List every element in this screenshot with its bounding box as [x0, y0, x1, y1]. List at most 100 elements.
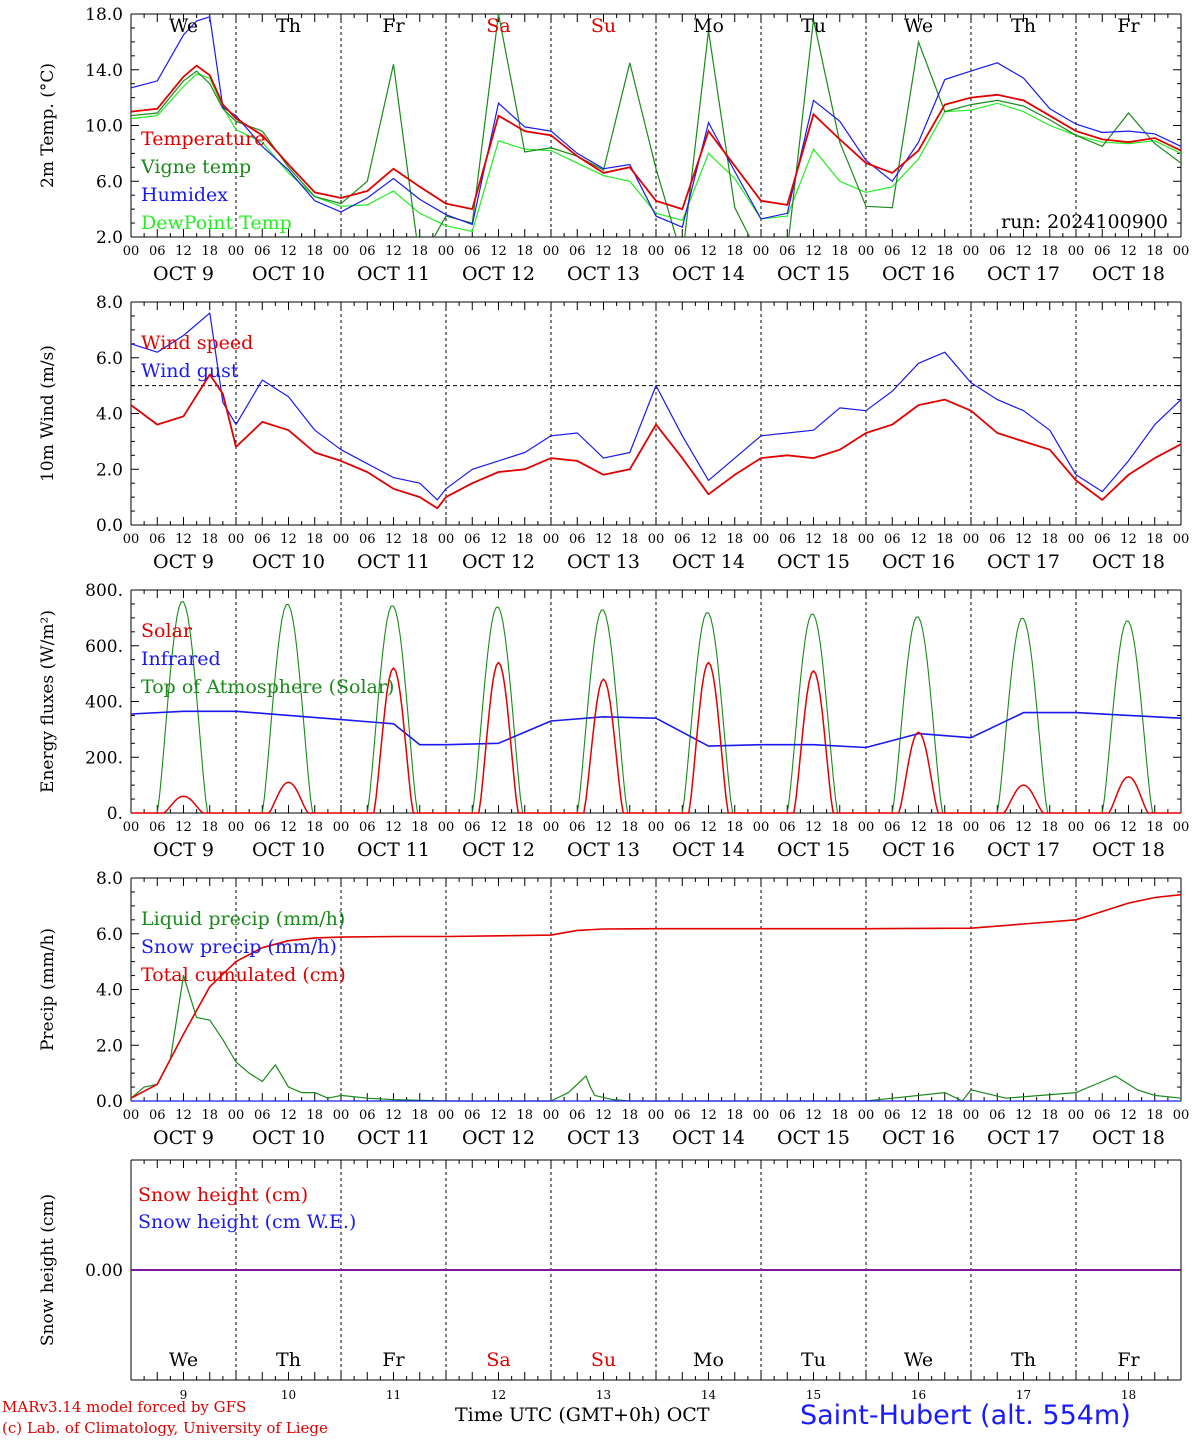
hour-label: 00	[1173, 820, 1190, 835]
station-name: Saint-Hubert (alt. 554m)	[800, 1400, 1131, 1431]
hour-label: 18	[1041, 820, 1058, 835]
date-label: OCT 16	[882, 1127, 955, 1149]
hour-label: 12	[280, 820, 297, 835]
date-label: OCT 12	[462, 1127, 535, 1149]
legend-entry: Snow height (cm)	[138, 1184, 308, 1206]
weekday-label: We	[904, 15, 933, 37]
date-label: OCT 14	[672, 263, 745, 285]
date-label: OCT 12	[462, 839, 535, 861]
day-number-label: 10	[281, 1388, 296, 1402]
weekday-label: Sa	[486, 1349, 510, 1371]
hour-label: 00	[123, 244, 140, 259]
y-tick-label: 200.	[85, 748, 123, 768]
series-line	[130, 710, 1182, 749]
day-number-label: 17	[1016, 1388, 1031, 1402]
y-tick-label: 4.0	[96, 405, 123, 425]
date-label: OCT 10	[252, 263, 325, 285]
date-label: OCT 18	[1092, 263, 1165, 285]
hour-label: 06	[1094, 1108, 1111, 1123]
hour-label: 18	[411, 1108, 428, 1123]
day-number-label: 15	[806, 1388, 821, 1402]
weekday-label: Th	[1011, 1349, 1036, 1371]
hour-label: 00	[228, 820, 245, 835]
series-line	[130, 893, 1182, 1099]
hour-label: 12	[175, 1108, 192, 1123]
legend-entry: DewPoint Temp	[141, 212, 292, 234]
hour-label: 06	[254, 532, 271, 547]
hour-label: 12	[700, 1108, 717, 1123]
y-axis-label-3: Energy fluxes (W/m²)	[38, 610, 58, 793]
hour-label: 12	[1120, 532, 1137, 547]
date-label: OCT 16	[882, 263, 955, 285]
date-label: OCT 11	[357, 551, 430, 573]
hour-label: 00	[543, 820, 560, 835]
hour-label: 12	[385, 1108, 402, 1123]
hour-label: 00	[1068, 532, 1085, 547]
hour-label: 12	[700, 532, 717, 547]
y-tick-label: 8.0	[96, 869, 123, 889]
hour-label: 00	[858, 244, 875, 259]
y-tick-label: 0.0	[96, 516, 123, 536]
hour-label: 12	[595, 1108, 612, 1123]
hour-label: 12	[280, 532, 297, 547]
hour-label: 18	[201, 820, 218, 835]
hour-label: 18	[831, 820, 848, 835]
hour-label: 12	[1120, 1108, 1137, 1123]
hour-label: 12	[175, 820, 192, 835]
day-number-label: 13	[596, 1388, 611, 1402]
y-tick-label: 18.0	[85, 5, 123, 25]
hour-label: 18	[831, 532, 848, 547]
hour-label: 18	[516, 244, 533, 259]
legend-entry: Snow precip (mm/h)	[141, 936, 337, 958]
series-line	[130, 312, 1182, 501]
date-label: OCT 14	[672, 551, 745, 573]
hour-label: 00	[648, 532, 665, 547]
hour-label: 18	[621, 820, 638, 835]
y-tick-label: 2.0	[96, 1036, 123, 1056]
hour-label: 06	[1094, 244, 1111, 259]
weekday-label: Th	[1011, 15, 1036, 37]
hour-label: 18	[1041, 244, 1058, 259]
hour-label: 18	[306, 244, 323, 259]
hour-label: 00	[963, 1108, 980, 1123]
hour-label: 06	[1094, 532, 1111, 547]
hour-label: 06	[674, 244, 691, 259]
date-label: OCT 17	[987, 839, 1060, 861]
time-axis-title: Time UTC (GMT+0h) OCT	[455, 1404, 710, 1426]
series-line	[130, 373, 1182, 510]
hour-label: 00	[858, 820, 875, 835]
hour-label: 12	[1015, 1108, 1032, 1123]
hour-label: 06	[884, 1108, 901, 1123]
hour-label: 00	[333, 532, 350, 547]
hour-label: 12	[595, 244, 612, 259]
y-tick-label: 8.0	[96, 293, 123, 313]
hour-label: 12	[1015, 820, 1032, 835]
hour-label: 00	[963, 244, 980, 259]
y-tick-label: 0.	[107, 804, 123, 824]
hour-label: 18	[936, 532, 953, 547]
y-axis-label-2: 10m Wind (m/s)	[38, 345, 58, 482]
legend-entry: Liquid precip (mm/h)	[141, 908, 345, 930]
hour-label: 12	[490, 244, 507, 259]
date-label: OCT 12	[462, 551, 535, 573]
hour-label: 06	[359, 1108, 376, 1123]
legend-entry: Solar	[141, 620, 193, 642]
hour-label: 06	[674, 532, 691, 547]
hour-label: 12	[805, 820, 822, 835]
day-number-label: 9	[180, 1388, 188, 1402]
hour-label: 12	[595, 532, 612, 547]
run-annotation: run: 2024100900	[1001, 211, 1168, 233]
hour-label: 00	[753, 532, 770, 547]
date-label: OCT 10	[252, 839, 325, 861]
series-line	[131, 16, 1181, 229]
hour-label: 06	[569, 820, 586, 835]
series-line	[131, 64, 1181, 211]
date-label: OCT 15	[777, 1127, 850, 1149]
date-label: OCT 15	[777, 263, 850, 285]
lab-credit: (c) Lab. of Climatology, University of L…	[2, 1419, 328, 1437]
date-label: OCT 13	[567, 839, 640, 861]
hour-label: 12	[595, 820, 612, 835]
weekday-label: Tu	[801, 1349, 826, 1371]
hour-label: 18	[516, 820, 533, 835]
hour-label: 18	[201, 532, 218, 547]
